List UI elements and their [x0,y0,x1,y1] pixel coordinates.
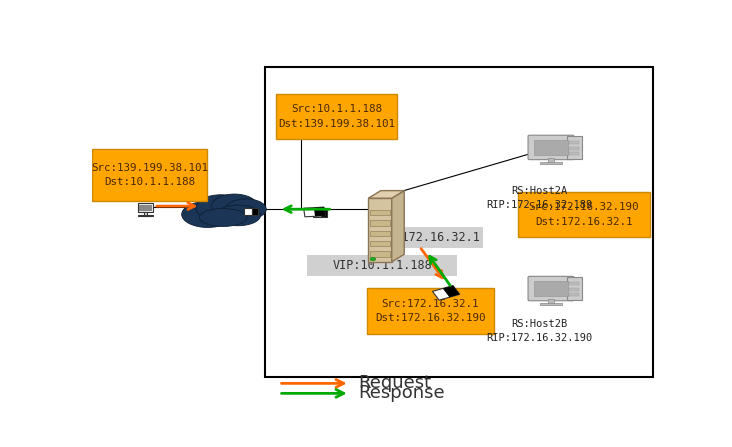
Bar [569,282,579,285]
Bar [370,220,390,226]
Bar [534,139,568,155]
Polygon shape [433,286,460,300]
FancyBboxPatch shape [277,93,397,139]
FancyBboxPatch shape [528,135,574,160]
Ellipse shape [212,194,257,218]
Bar [569,147,579,150]
Bar [139,205,152,211]
Text: Src:10.1.1.188
Dst:139.199.38.101: Src:10.1.1.188 Dst:139.199.38.101 [278,104,395,129]
Bar [539,162,562,164]
Bar [321,210,327,217]
Polygon shape [392,190,404,262]
Ellipse shape [225,199,266,219]
Bar [567,136,583,159]
FancyBboxPatch shape [92,149,207,201]
Text: RS:Host2A
RIP:172.16.32.189: RS:Host2A RIP:172.16.32.189 [487,186,593,210]
Bar [548,299,554,304]
Text: Src:172.16.32.1
Dst:172.16.32.190: Src:172.16.32.1 Dst:172.16.32.190 [376,299,486,323]
Text: Response: Response [358,384,445,402]
Text: DIP:172.16.32.1: DIP:172.16.32.1 [373,231,479,244]
Bar [370,228,483,248]
Bar [370,210,390,215]
Polygon shape [368,190,404,198]
Polygon shape [304,207,325,217]
Bar [244,208,252,215]
FancyBboxPatch shape [367,288,493,334]
Polygon shape [443,286,460,297]
Polygon shape [314,207,325,216]
Bar [138,203,153,212]
Text: Src:139.199.38.101
Dst:10.1.1.188: Src:139.199.38.101 Dst:10.1.1.188 [92,163,208,187]
Ellipse shape [215,205,261,226]
Bar [138,215,152,216]
Bar [264,67,653,377]
Text: VIP:10.1.1.188: VIP:10.1.1.188 [332,259,432,272]
Ellipse shape [182,201,234,228]
Bar [252,208,258,215]
FancyBboxPatch shape [528,276,574,301]
Text: RS:Host2B
RIP:172.16.32.190: RS:Host2B RIP:172.16.32.190 [487,319,593,343]
Text: Request: Request [358,375,431,392]
Bar [370,241,390,246]
Bar [370,231,390,236]
Bar [569,141,579,144]
Text: Src:172.16.32.190
Dst:172.16.32.1: Src:172.16.32.190 Dst:172.16.32.1 [529,202,639,227]
Bar [567,277,583,300]
FancyBboxPatch shape [518,192,650,237]
Ellipse shape [199,208,247,227]
Bar [569,293,579,296]
Circle shape [370,257,376,261]
Bar [370,251,390,257]
Bar [548,158,554,163]
Bar [569,152,579,155]
Bar [569,288,579,291]
Ellipse shape [196,195,246,221]
Bar [539,303,562,305]
Bar [368,198,392,262]
Bar [144,212,147,216]
Bar [534,281,568,296]
Bar [313,210,321,217]
Bar [307,255,458,276]
